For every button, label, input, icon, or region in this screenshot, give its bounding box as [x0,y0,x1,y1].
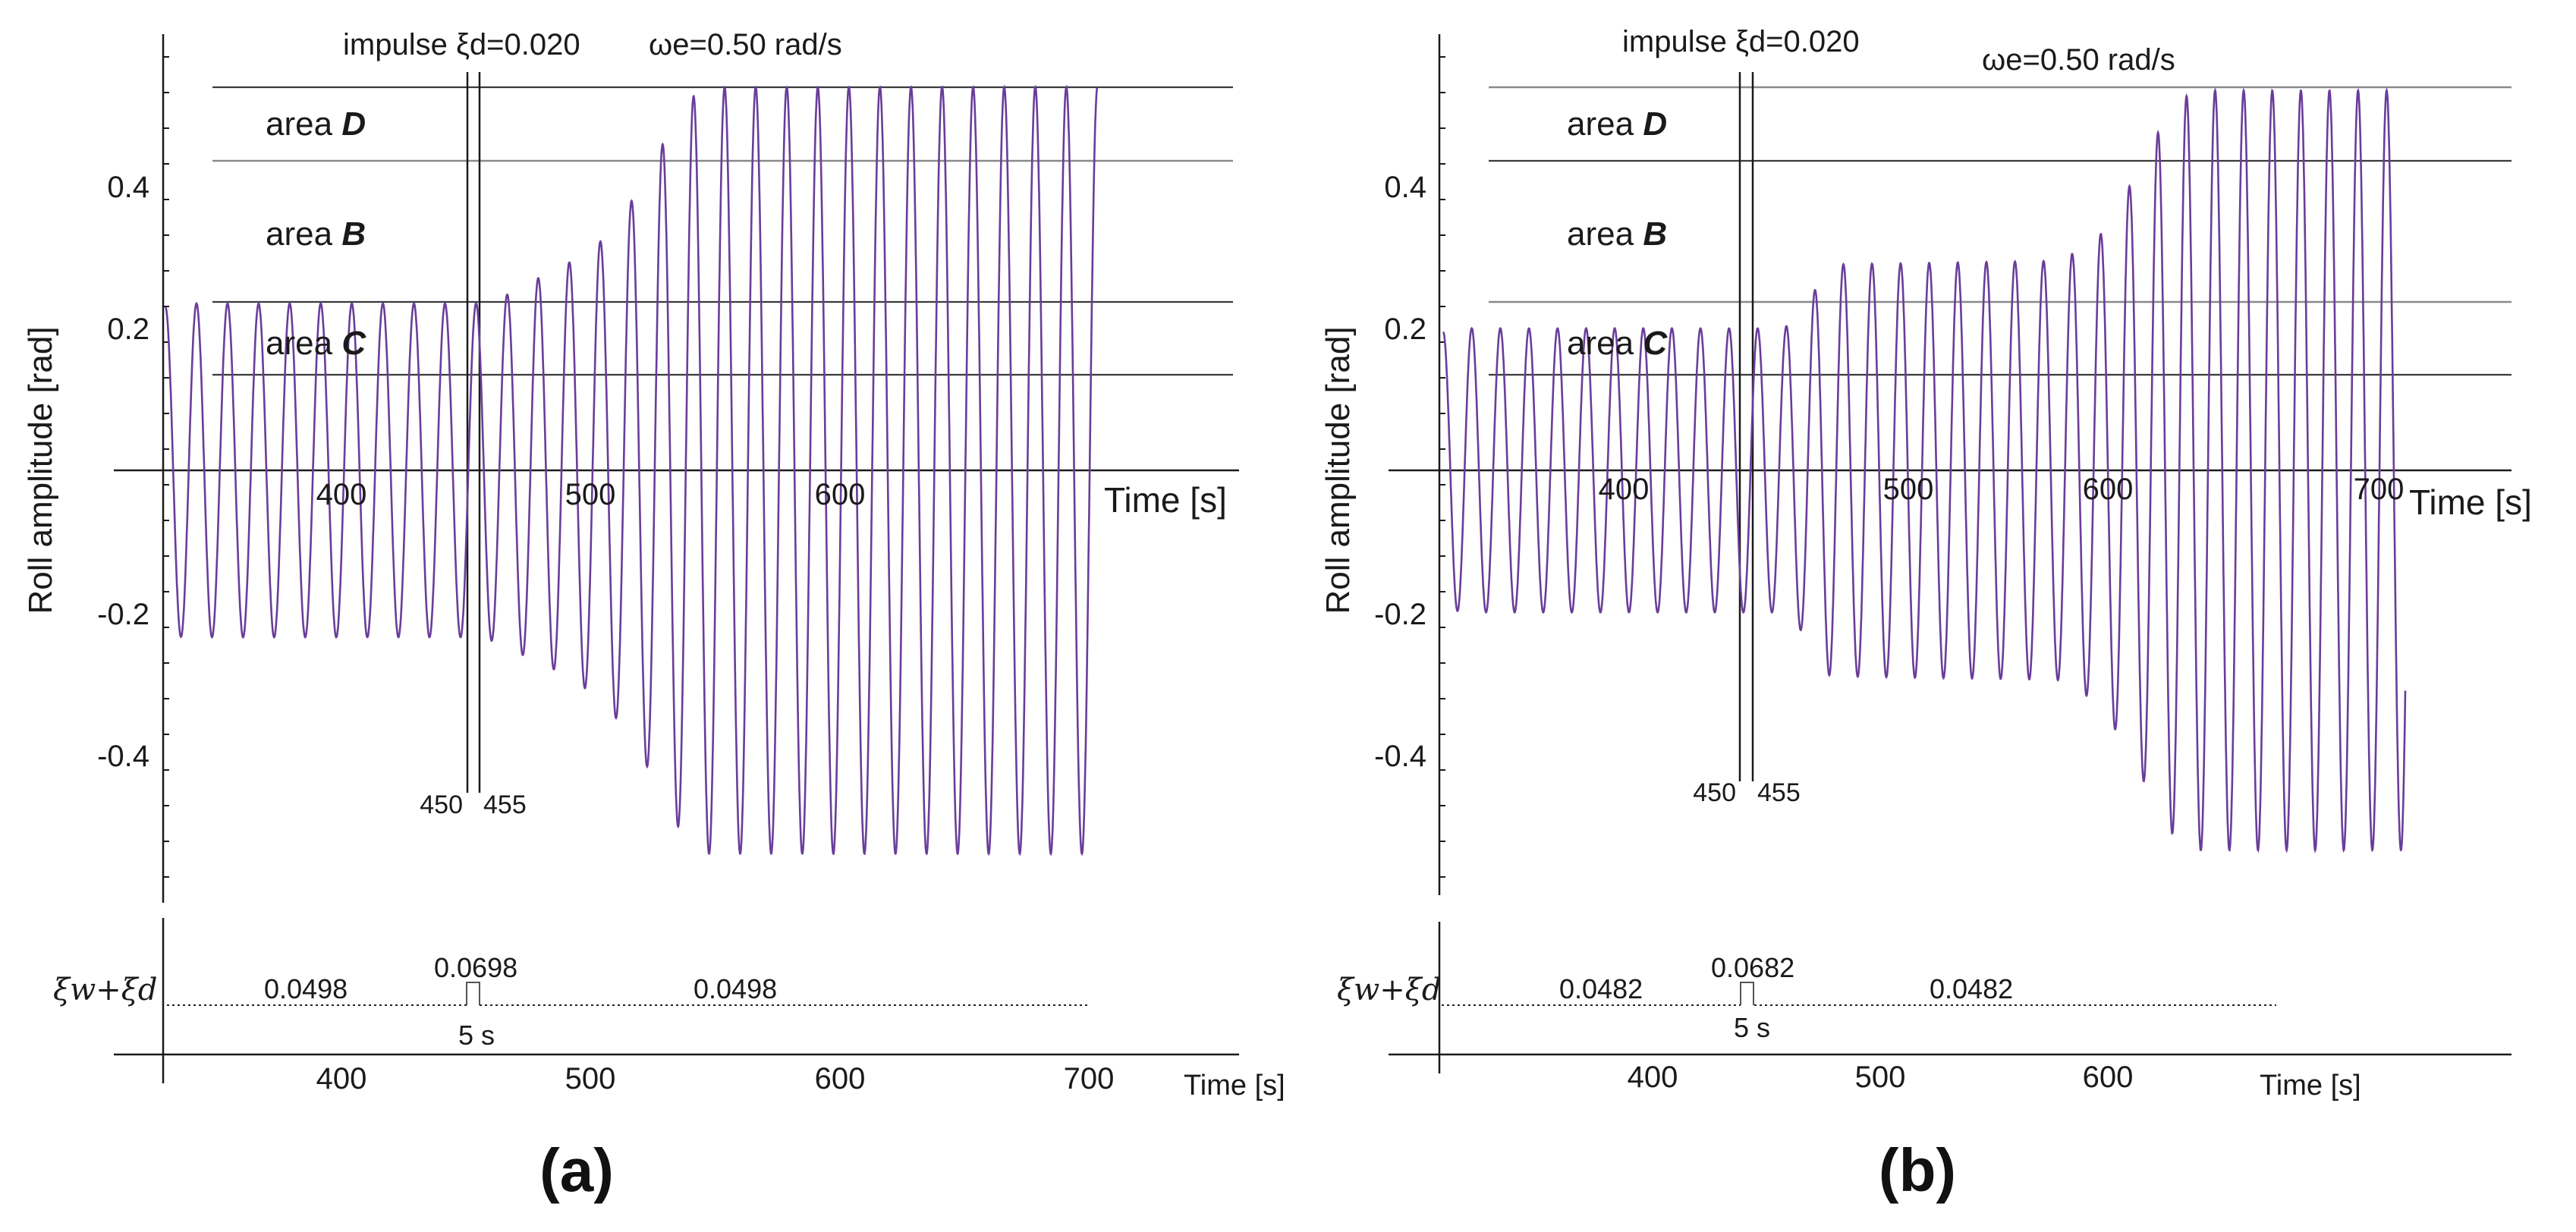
panel-b-roll-series [1442,86,2407,853]
panel-a-y-tick-minus-0.2: -0.2 [97,598,149,631]
panel-b-damping-before-label: 0.0482 [1559,973,1643,1004]
panel-b-bottom-x-tick-600: 600 [2083,1061,2134,1094]
panel-b-y-axis-label: Roll amplitude [rad] [1319,326,1357,614]
panel-b-bottom-y-label: ξw+ξd [1337,973,1441,1007]
panel-a-impulse-pulse [466,982,480,1005]
panel-a-damping-before-label: 0.0498 [264,973,348,1004]
panel-a-y-axis-label: Roll amplitude [rad] [22,326,59,614]
panel-a-area-b-label: area B [266,215,366,253]
panel-a-y-minor-ticks [163,56,169,878]
panel-b-duration-label: 5 s [1734,1012,1770,1043]
panel-b-y-tick-0.4: 0.4 [1384,171,1426,204]
panel-b-impulse-label: impulse ξd=0.020 [1622,25,1860,58]
panel-b-label: (b) [1879,1136,1956,1204]
panel-a-x-tick-600: 600 [815,478,866,511]
panel-a-bottom-y-label: ξw+ξd [53,973,157,1007]
panel-b-x-tick-400: 400 [1599,473,1650,506]
panel-b-x-tick-700: 700 [2354,473,2405,506]
panel-b: area D area B area C impulse ξd=0.020 ωe… [1319,25,2532,1204]
panel-b-impulse-pulse [1740,982,1754,1005]
panel-a-impulse-end-label: 455 [483,790,527,819]
panel-a-bottom-x-tick-500: 500 [565,1062,616,1095]
panel-b-omega-label: ωe=0.50 rad/s [1982,43,2175,77]
panel-b-x-tick-500: 500 [1883,473,1934,506]
panel-a-roll-series [165,84,1099,856]
panel-b-y-tick-minus-0.4: -0.4 [1374,740,1426,773]
panel-a-damping-peak-label: 0.0698 [434,952,517,983]
panel-b-impulse-end-label: 455 [1757,778,1801,807]
panel-a-duration-label: 5 s [458,1020,495,1051]
panel-a-bottom-x-label: Time [s] [1184,1070,1285,1102]
panel-a-x-tick-400: 400 [316,478,367,511]
panel-a-damping-after-label: 0.0498 [694,973,777,1004]
panel-b-area-d-label: area D [1567,105,1667,143]
panel-a-omega-label: ωe=0.50 rad/s [649,28,842,61]
panel-b-bottom-x-tick-500: 500 [1855,1061,1906,1094]
panel-a-x-tick-500: 500 [565,478,616,511]
panel-b-area-c-label: area C [1567,325,1668,362]
panel-b-y-tick-minus-0.2: -0.2 [1374,598,1426,631]
panel-b-damping-peak-label: 0.0682 [1711,952,1794,983]
panel-b-x-axis-label: Time [s] [2409,482,2532,522]
panel-a-x-axis-label: Time [s] [1104,480,1227,520]
panel-b-y-minor-ticks [1439,56,1445,878]
panel-b-bottom-x-tick-400: 400 [1628,1061,1678,1094]
panel-a-bottom-x-tick-700: 700 [1064,1062,1115,1095]
panel-a-y-tick-0.4: 0.4 [107,171,149,204]
panel-a-bottom-x-tick-400: 400 [316,1062,367,1095]
panel-a-area-d-label: area D [266,105,366,143]
panel-b-bottom-x-label: Time [s] [2260,1070,2361,1102]
panel-a-impulse-start-label: 450 [420,790,463,819]
panel-a-y-tick-0.2: 0.2 [107,313,149,346]
panel-a-y-tick-minus-0.4: -0.4 [97,740,149,773]
panel-b-impulse-start-label: 450 [1693,778,1736,807]
panel-a-label: (a) [539,1136,614,1204]
panel-b-y-tick-0.2: 0.2 [1384,313,1426,346]
panel-a-area-c-label: area C [266,325,366,362]
panel-b-area-b-label: area B [1567,215,1667,253]
panel-a-impulse-label: impulse ξd=0.020 [343,28,580,61]
panel-a-bottom-x-tick-600: 600 [815,1062,866,1095]
panel-a: area D area B area C impulse ξd=0.020 ωe… [22,28,1285,1204]
panel-b-x-tick-600: 600 [2083,473,2134,506]
panel-b-damping-after-label: 0.0482 [1930,973,2013,1004]
